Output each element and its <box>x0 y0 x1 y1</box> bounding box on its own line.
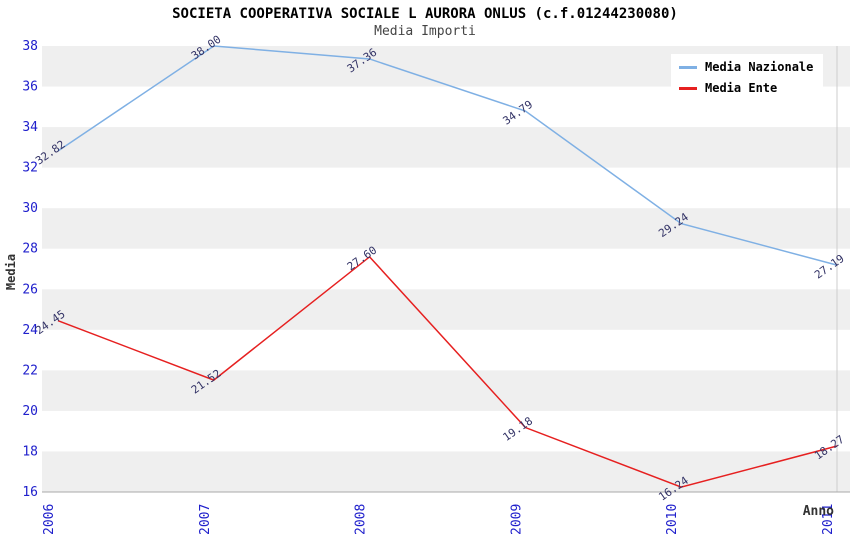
svg-text:26: 26 <box>22 282 38 297</box>
svg-text:34: 34 <box>22 120 38 135</box>
svg-text:16: 16 <box>22 485 38 500</box>
legend-swatch-icon <box>679 65 697 69</box>
chart-title: SOCIETA COOPERATIVA SOCIALE L AURORA ONL… <box>172 6 678 22</box>
svg-text:2011: 2011 <box>821 504 836 535</box>
svg-text:38: 38 <box>22 39 38 54</box>
svg-text:36: 36 <box>22 80 38 95</box>
y-axis-title: Media <box>4 253 19 291</box>
chart-subtitle: Media Importi <box>374 24 476 39</box>
svg-text:20: 20 <box>22 404 38 419</box>
grid-lines <box>42 46 850 493</box>
legend-swatch-icon <box>679 86 697 90</box>
legend-item-0: Media Nazionale <box>679 60 819 74</box>
legend-label: Media Nazionale <box>705 60 814 74</box>
svg-text:2006: 2006 <box>42 504 57 535</box>
svg-text:2010: 2010 <box>665 504 680 535</box>
svg-text:28: 28 <box>22 242 38 257</box>
legend-label: Media Ente <box>705 81 778 95</box>
svg-text:34.79: 34.79 <box>501 98 536 128</box>
y-tick-labels: 16 18 20 22 24 26 28 30 32 34 36 38 <box>22 39 38 500</box>
legend: Media Nazionale Media Ente <box>671 54 823 101</box>
svg-text:2009: 2009 <box>509 504 524 535</box>
svg-text:32: 32 <box>22 161 38 176</box>
svg-text:24: 24 <box>22 323 38 338</box>
svg-text:2008: 2008 <box>354 504 369 535</box>
svg-text:22: 22 <box>22 363 38 378</box>
x-tick-labels: 2006 2007 2008 2009 2010 2011 <box>42 504 836 535</box>
legend-item-1: Media Ente <box>679 81 819 95</box>
svg-text:30: 30 <box>22 201 38 216</box>
svg-text:18: 18 <box>22 444 38 459</box>
plot-bands <box>42 46 850 492</box>
svg-text:2007: 2007 <box>198 504 213 535</box>
x-axis-title: Anno <box>802 504 834 519</box>
svg-text:27.19: 27.19 <box>812 252 847 282</box>
